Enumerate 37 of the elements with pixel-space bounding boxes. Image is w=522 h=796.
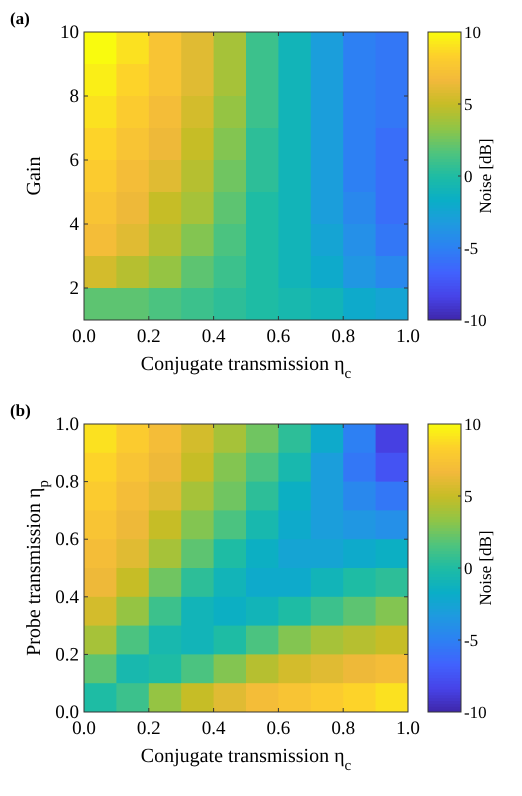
x-tick-label: 0.4: [202, 718, 226, 739]
x-tick-label: 0.6: [266, 326, 290, 347]
color-bar-label: 0: [464, 559, 472, 578]
color-bar-label: 5: [464, 95, 472, 114]
color-bar-label: 10: [464, 415, 481, 434]
x-tick-label: 1.0: [396, 326, 420, 347]
color-bar-label: -5: [464, 239, 478, 258]
color-bar-label: -5: [464, 631, 478, 650]
color-bar-title: Noise [dB]: [476, 138, 495, 214]
y-tick-label: 1.0: [55, 414, 79, 435]
color-bar-label: 0: [464, 167, 472, 186]
color-bar-title: Noise [dB]: [476, 530, 495, 606]
y-tick-label: 2: [70, 278, 79, 299]
y-axis-title: Gain: [23, 156, 45, 196]
x-tick-label: 1.0: [396, 718, 420, 739]
x-tick-label: 0.2: [136, 326, 161, 347]
y-tick-label: 0.2: [55, 644, 79, 666]
color-bar-label: 5: [464, 487, 472, 506]
y-tick-label: 10: [60, 22, 79, 43]
x-tick-label: 0.4: [202, 326, 226, 347]
x-tick-label: 0.8: [331, 326, 356, 347]
y-tick-label: 0.4: [55, 586, 80, 608]
x-tick-label: 0.2: [136, 718, 161, 739]
y-tick-label: 4: [70, 214, 80, 235]
y-tick-label: 0.8: [55, 472, 79, 493]
y-tick-label: 0.6: [55, 529, 79, 550]
chart-title: (b): [10, 401, 31, 420]
x-axis-title: Conjugate transmission η$_{c}$: [140, 353, 352, 382]
x-tick-label: 0.8: [331, 718, 356, 739]
x-axis-title: Conjugate transmission η$_{c}$: [140, 745, 352, 774]
chart-title: (a): [10, 9, 30, 28]
color-bar-label: 10: [464, 23, 481, 42]
y-tick-label: 8: [70, 86, 79, 107]
color-bar-label: -10: [464, 703, 487, 722]
color-bar-label: -10: [464, 311, 487, 330]
y-tick-label: 6: [70, 150, 79, 171]
x-tick-label: 0.6: [266, 718, 290, 739]
